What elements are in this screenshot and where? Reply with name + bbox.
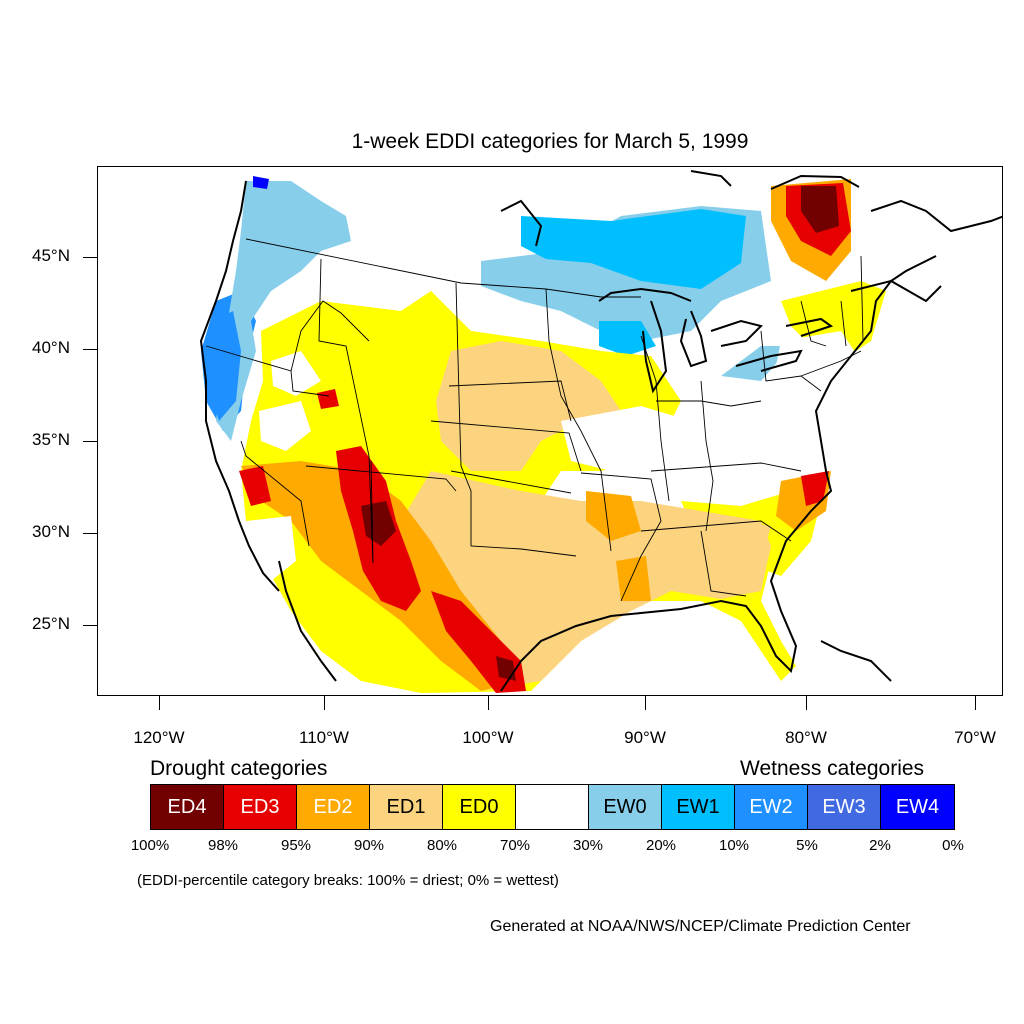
region-ew1-michigan	[599, 321, 656, 356]
region-normal-pacific-nw	[271, 351, 321, 396]
legend-swatch-ed4: ED4	[151, 785, 224, 829]
region-ed1-plains	[436, 341, 621, 471]
state-boundaries	[205, 238, 864, 602]
legend-break-label: 100%	[130, 837, 170, 854]
legend-swatch-ew2: EW2	[735, 785, 808, 829]
map-panel[interactable]	[97, 166, 1003, 696]
lon-tick	[488, 696, 489, 710]
lat-tick	[83, 625, 97, 626]
region-normal-great-basin	[259, 401, 311, 451]
color-legend: ED4 ED3 ED2 ED1 ED0 EW0 EW1 EW2 EW3 EW4	[150, 784, 955, 830]
region-ed4-quebec	[801, 186, 839, 233]
region-ed3-carolina	[801, 471, 829, 506]
lat-label-40n: 40°N	[32, 338, 70, 357]
region-normal-northeast	[771, 331, 861, 411]
lat-label-45n: 45°N	[32, 246, 70, 265]
region-ed2-louisiana	[616, 556, 651, 601]
legend-swatch-ed1: ED1	[370, 785, 443, 829]
region-ed1-southeast	[641, 516, 771, 591]
legend-break-label: 20%	[645, 837, 677, 854]
legend-break-label: 98%	[207, 837, 239, 854]
region-ed4-new-mexico	[361, 501, 396, 546]
legend-swatch-ew4: EW4	[881, 785, 954, 829]
region-ed3-utah	[317, 389, 339, 409]
legend-swatch-ed2: ED2	[297, 785, 370, 829]
lat-tick	[83, 441, 97, 442]
lon-label-120w: 120°W	[133, 728, 185, 747]
legend-break-label: 95%	[280, 837, 312, 854]
legend-break-label: 90%	[353, 837, 385, 854]
region-ew2-pacific-nw	[206, 311, 241, 421]
lon-label-110w: 110°W	[299, 728, 349, 747]
legend-break-label: 5%	[796, 837, 818, 854]
legend-break-label: 80%	[426, 837, 458, 854]
legend-break-label: 70%	[499, 837, 531, 854]
lat-label-30n: 30°N	[32, 522, 70, 541]
region-ed2-arkansas	[586, 491, 641, 541]
lon-label-100w: 100°W	[462, 728, 514, 747]
map-title: 1-week EDDI categories for March 5, 1999	[351, 130, 749, 153]
lon-tick	[806, 696, 807, 710]
legend-swatch-ew3: EW3	[808, 785, 881, 829]
lon-label-90w: 90°W	[624, 728, 666, 747]
lat-tick	[83, 533, 97, 534]
legend-swatch-ew0: EW0	[589, 785, 662, 829]
legend-swatch-ed3: ED3	[224, 785, 297, 829]
lon-tick	[324, 696, 325, 710]
lon-tick	[975, 696, 976, 710]
legend-break-label: 2%	[869, 837, 891, 854]
lon-label-70w: 70°W	[954, 728, 996, 747]
region-ew0-pacific-nw	[216, 181, 351, 441]
legend-swatch-ew1: EW1	[662, 785, 735, 829]
category-breaks-note: (EDDI-percentile category breaks: 100% =…	[137, 872, 559, 889]
legend-break-label: 0%	[942, 837, 964, 854]
lon-label-80w: 80°W	[785, 728, 827, 747]
legend-swatch-normal	[516, 785, 589, 829]
lat-tick	[83, 349, 97, 350]
lon-tick	[645, 696, 646, 710]
lon-tick	[159, 696, 160, 710]
region-ew1-north	[521, 209, 746, 289]
region-normal-midwest	[561, 406, 811, 491]
legend-break-label: 10%	[718, 837, 750, 854]
lat-tick	[83, 257, 97, 258]
credit-line: Generated at NOAA/NWS/NCEP/Climate Predi…	[490, 918, 911, 935]
drought-categories-heading: Drought categories	[150, 757, 328, 780]
eddi-map	[199, 170, 1002, 693]
region-ew4-bc	[253, 176, 269, 189]
coastlines	[199, 170, 1002, 692]
wetness-categories-heading: Wetness categories	[740, 757, 925, 780]
legend-break-label: 30%	[572, 837, 604, 854]
region-ed3-california	[239, 466, 271, 506]
lat-label-25n: 25°N	[32, 614, 70, 633]
legend-swatch-ed0: ED0	[443, 785, 516, 829]
lat-label-35n: 35°N	[32, 430, 70, 449]
